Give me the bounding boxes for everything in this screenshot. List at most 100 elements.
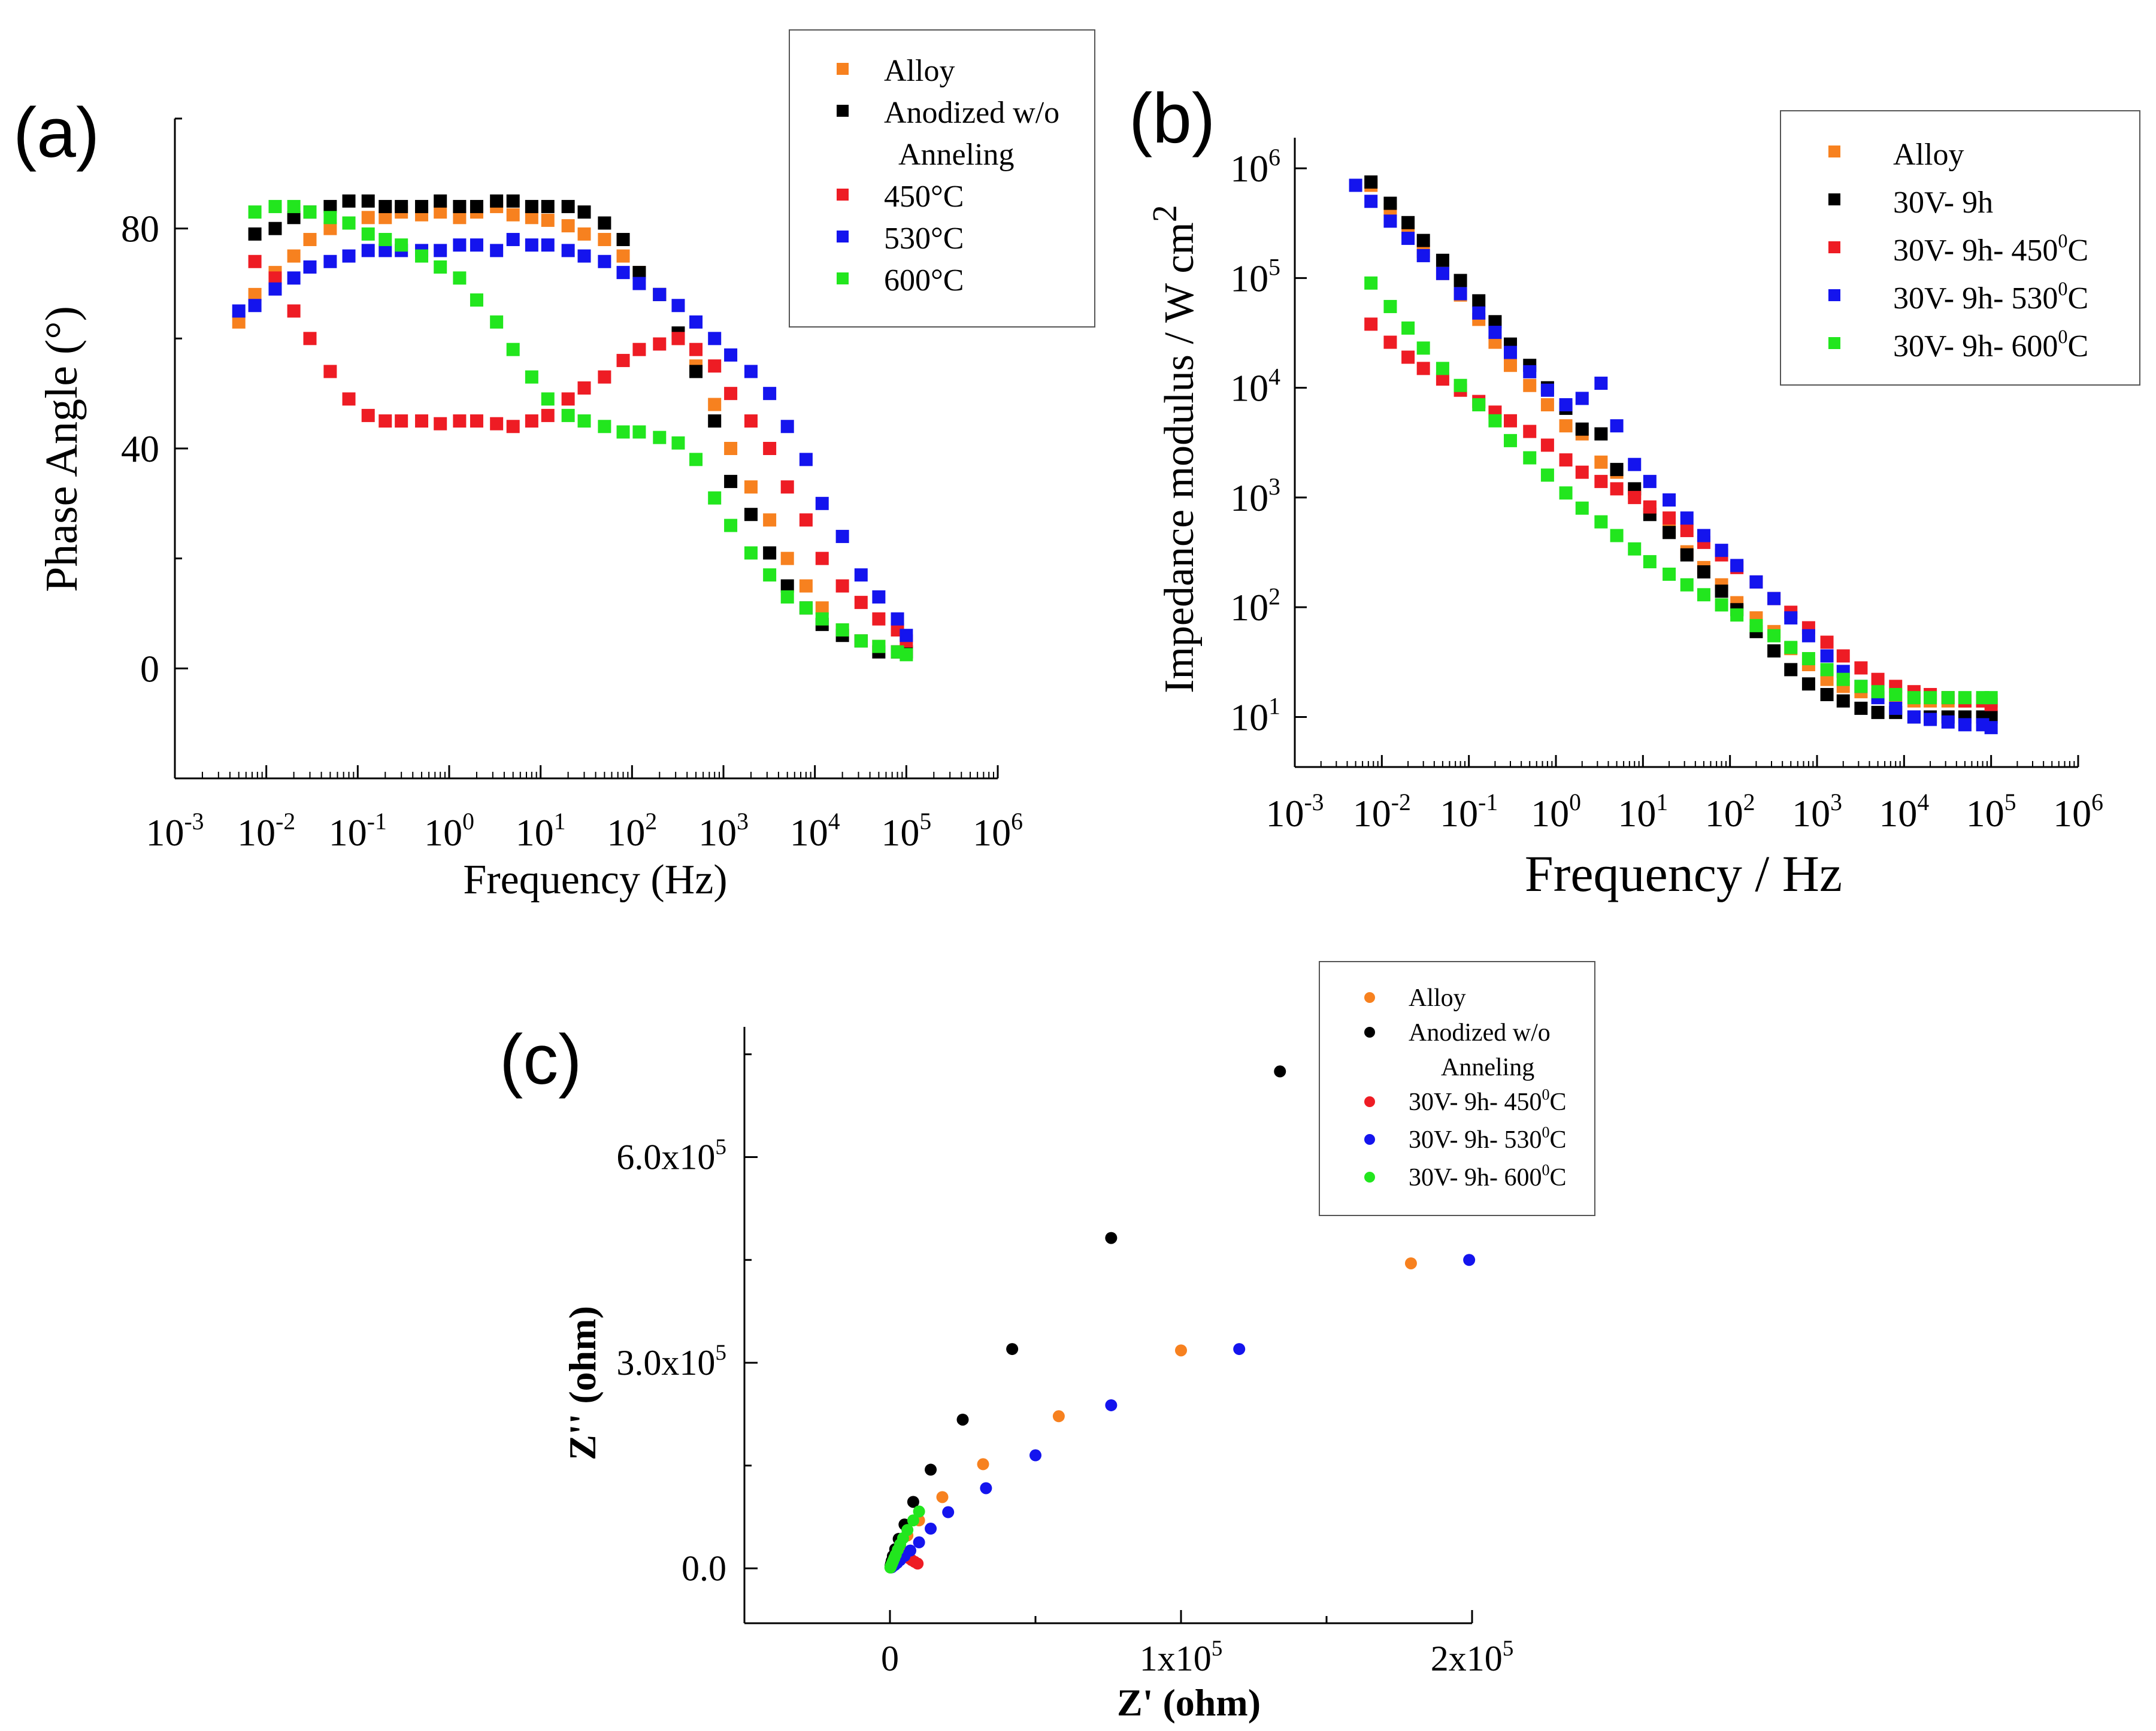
data-point — [1594, 427, 1608, 441]
data-point — [1628, 542, 1642, 556]
data-point — [248, 205, 262, 219]
data-point — [1836, 672, 1850, 686]
x-tick-label: 10-3 — [146, 808, 204, 854]
legend-marker — [837, 189, 849, 201]
data-point — [268, 222, 282, 235]
data-point — [490, 194, 504, 208]
data-point — [1559, 419, 1573, 433]
y-tick-label: 106 — [1230, 144, 1280, 190]
data-point — [1416, 234, 1430, 247]
data-point — [1610, 463, 1624, 477]
y-tick-label: 40 — [121, 428, 159, 470]
data-point — [342, 392, 356, 406]
data-point — [1540, 398, 1554, 412]
x-tick-label: 104 — [790, 808, 840, 854]
data-point — [490, 417, 504, 431]
data-point — [525, 414, 538, 428]
y-tick-label: 102 — [1230, 583, 1280, 629]
data-point — [434, 260, 447, 274]
data-point — [956, 1413, 969, 1426]
data-point — [1416, 341, 1430, 355]
data-point — [577, 205, 591, 219]
data-point — [815, 612, 829, 626]
data-point — [1715, 584, 1728, 598]
data-point — [525, 199, 538, 213]
data-point — [415, 414, 429, 428]
data-point — [708, 359, 722, 373]
data-point — [1504, 359, 1518, 372]
data-point — [1416, 362, 1430, 375]
data-point — [616, 425, 630, 439]
legend-label: 30V- 9h- 5300C — [1409, 1123, 1566, 1154]
data-point — [470, 199, 483, 213]
data-point — [835, 529, 849, 543]
legend-label: Alloy — [1893, 138, 1964, 172]
data-point — [1523, 451, 1537, 465]
panel-c: 0 1x105 2x105 0.0 3.0x105 6.0x105 Z' (ohm) Z'' … — [499, 961, 1595, 1724]
data-point — [708, 414, 722, 428]
data-point — [1523, 378, 1537, 392]
legend-marker — [1828, 241, 1840, 253]
data-point — [1454, 274, 1467, 287]
data-point — [1680, 524, 1694, 538]
data-point — [378, 233, 392, 247]
legend-label: Anneling — [1441, 1054, 1534, 1081]
data-point — [248, 299, 262, 313]
data-point — [268, 271, 282, 285]
data-point — [1610, 529, 1624, 542]
data-point — [1767, 629, 1781, 642]
data-point — [780, 480, 794, 494]
data-point — [598, 254, 611, 268]
legend-marker — [1364, 1027, 1375, 1038]
legend-marker — [837, 272, 849, 284]
legend-label: 30V- 9h — [1893, 186, 1993, 220]
data-point — [378, 211, 392, 225]
data-point — [1663, 526, 1676, 539]
x-tick-label: 103 — [1792, 789, 1842, 835]
data-point — [415, 249, 429, 263]
data-point — [1767, 644, 1781, 658]
data-point — [724, 519, 738, 532]
data-point — [1029, 1449, 1041, 1462]
y-tick-label: 0 — [140, 647, 159, 690]
data-point — [1233, 1343, 1246, 1356]
data-point — [799, 513, 813, 527]
data-point — [1784, 663, 1798, 677]
data-point — [541, 238, 555, 252]
data-point — [1680, 578, 1694, 592]
data-point — [577, 414, 591, 428]
x-tick-label: 1x105 — [1140, 1636, 1223, 1678]
data-point — [453, 271, 467, 285]
data-point — [453, 199, 467, 213]
data-point — [453, 238, 467, 252]
data-point — [1749, 575, 1763, 589]
data-point — [1663, 493, 1676, 507]
data-point — [1559, 486, 1573, 500]
data-point — [1924, 691, 1937, 705]
data-point — [872, 639, 886, 653]
data-point — [415, 199, 429, 213]
legend-marker — [1364, 1134, 1375, 1145]
series-600 — [884, 1505, 925, 1574]
data-point — [1349, 178, 1362, 192]
data-point — [541, 213, 555, 227]
data-point — [303, 260, 317, 274]
data-point — [744, 414, 758, 428]
data-point — [744, 508, 758, 522]
legend: Alloy Anodized w/o Anneling 30V- 9h- 4500C 3… — [1319, 961, 1595, 1216]
data-point — [1472, 398, 1486, 412]
data-point — [980, 1482, 992, 1494]
data-point — [1643, 475, 1657, 489]
data-point — [1820, 688, 1834, 702]
data-point — [689, 342, 703, 356]
data-point — [1436, 362, 1449, 375]
data-point — [724, 475, 738, 489]
data-point — [1523, 425, 1537, 438]
data-point — [1680, 511, 1694, 525]
legend-marker — [1364, 1096, 1375, 1107]
data-point — [323, 365, 337, 378]
data-point — [1628, 457, 1642, 471]
data-point — [1715, 544, 1728, 557]
data-point — [378, 244, 392, 257]
data-point — [1958, 691, 1972, 705]
